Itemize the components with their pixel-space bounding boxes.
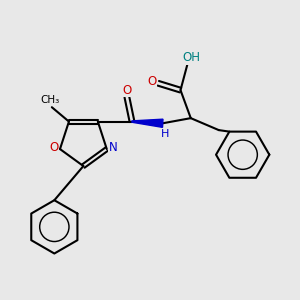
Text: N: N: [109, 141, 117, 154]
Text: O: O: [49, 141, 58, 154]
Text: O: O: [148, 75, 157, 88]
Text: CH₃: CH₃: [40, 95, 60, 105]
Text: OH: OH: [182, 51, 200, 64]
Text: H: H: [161, 129, 170, 139]
Text: O: O: [122, 84, 131, 97]
Polygon shape: [132, 119, 163, 128]
